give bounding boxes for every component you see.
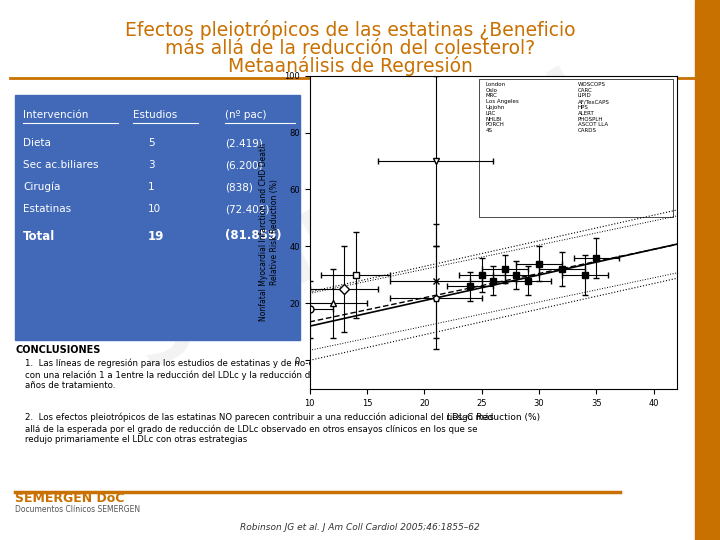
- Text: SEMERGEN DoC: SEMERGEN DoC: [15, 491, 125, 504]
- Text: Total: Total: [23, 230, 55, 242]
- Text: 10: 10: [148, 204, 161, 214]
- Text: Cirugía: Cirugía: [23, 182, 60, 192]
- Text: Robinson JG et al. J Am Coll Cardiol 2005;46:1855–62: Robinson JG et al. J Am Coll Cardiol 200…: [240, 523, 480, 532]
- Text: Efectos pleiotrópicos de las estatinas ¿Beneficio: Efectos pleiotrópicos de las estatinas ¿…: [125, 20, 575, 40]
- Text: 2.  Los efectos pleiotrópicos de las estatinas NO parecen contribuir a una reduc: 2. Los efectos pleiotrópicos de las esta…: [25, 413, 494, 444]
- Text: Estatinas: Estatinas: [23, 204, 71, 214]
- Text: Documentos Clínicos SEMERGEN: Documentos Clínicos SEMERGEN: [15, 505, 140, 515]
- Bar: [479, 79, 673, 217]
- Text: (6.200): (6.200): [225, 160, 263, 170]
- Text: 1: 1: [148, 182, 155, 192]
- Text: (81.859): (81.859): [225, 230, 282, 242]
- Text: 1.  Las líneas de regresión para los estudios de estatinas y de no-estatinas fue: 1. Las líneas de regresión para los estu…: [25, 359, 485, 390]
- Text: (2.419): (2.419): [225, 138, 263, 148]
- Text: Intervención: Intervención: [23, 110, 89, 120]
- Text: Sec ac.biliares: Sec ac.biliares: [23, 160, 99, 170]
- Text: CONCLUSIONES: CONCLUSIONES: [15, 345, 100, 355]
- Bar: [15, 95, 300, 340]
- Bar: [695, 0, 720, 540]
- Text: más allá de la reducción del colesterol?: más allá de la reducción del colesterol?: [165, 38, 535, 57]
- Text: (838): (838): [225, 182, 253, 192]
- Text: SEMERGEN: SEMERGEN: [117, 56, 603, 384]
- Text: London
Oslo
MRC
Los Angeles
Upjohn
LRC
NHLBI
PORCH
4S: London Oslo MRC Los Angeles Upjohn LRC N…: [486, 82, 518, 133]
- Text: Metaanálisis de Regresión: Metaanálisis de Regresión: [228, 56, 472, 76]
- Text: WOSCOPS
CARC
LIPID
AF/TexCAPS
HPS
ALERT
PHOSPLH
ASCOT LLA
CARDS: WOSCOPS CARC LIPID AF/TexCAPS HPS ALERT …: [577, 82, 610, 133]
- Text: Dieta: Dieta: [23, 138, 51, 148]
- Text: Estudios: Estudios: [133, 110, 177, 120]
- Text: (nº pac): (nº pac): [225, 110, 266, 120]
- X-axis label: LDL-C Reduction (%): LDL-C Reduction (%): [446, 413, 540, 422]
- Text: 3: 3: [148, 160, 155, 170]
- Text: 19: 19: [148, 230, 164, 242]
- Text: (72.402): (72.402): [225, 204, 269, 214]
- Y-axis label: Nonfatal Myocardial Infarction and CHD Death
Relative Risk Reduction (%): Nonfatal Myocardial Infarction and CHD D…: [259, 143, 279, 321]
- Text: 5: 5: [148, 138, 155, 148]
